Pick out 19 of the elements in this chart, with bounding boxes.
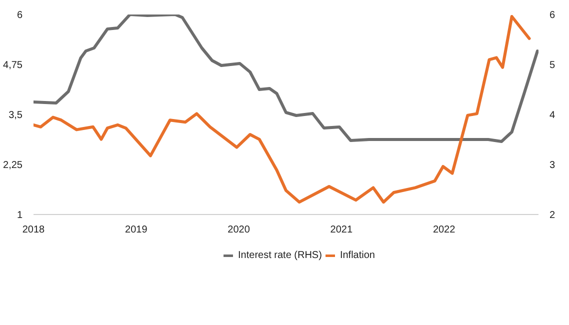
x-tick-label: 2021 xyxy=(330,224,353,236)
y-tick-label: 1 xyxy=(16,210,23,221)
line-series xyxy=(34,15,531,204)
y-tick-label: 2,25 xyxy=(3,160,23,171)
y2-tick-label: 5 xyxy=(550,60,556,71)
legend-label: Interest rate (RHS) xyxy=(238,249,322,261)
y-tick-label: 6 xyxy=(16,10,23,21)
x-tick-label: 2019 xyxy=(125,224,148,236)
y2-tick-label: 3 xyxy=(550,160,556,171)
x-tick-label: 2018 xyxy=(22,224,46,236)
y2-tick-label: 2 xyxy=(550,210,556,221)
y2-tick-label: 4 xyxy=(550,110,556,121)
line-series xyxy=(34,14,538,143)
x-tick-label: 2022 xyxy=(432,224,456,236)
y-tick-label: 4,75 xyxy=(3,60,23,71)
x-tick-label: 2020 xyxy=(228,224,250,236)
legend-label: Inflation xyxy=(340,249,375,261)
y2-tick-label: 6 xyxy=(550,10,556,21)
y-tick-label: 3,5 xyxy=(8,110,23,121)
